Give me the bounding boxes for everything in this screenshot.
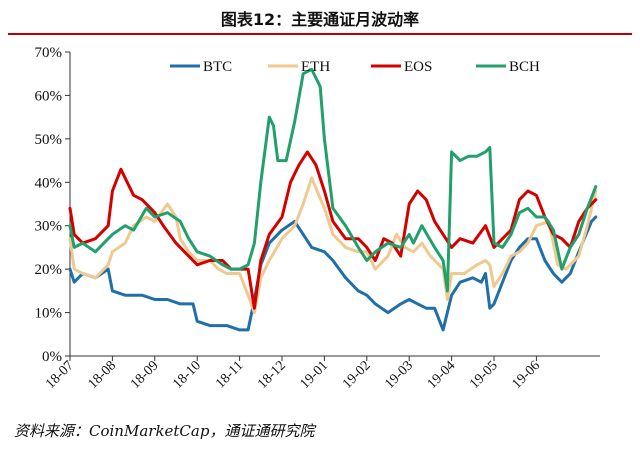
chart-series-lines bbox=[68, 67, 598, 332]
x-tick-label: 19-01 bbox=[298, 358, 332, 392]
series-line-eth bbox=[68, 176, 598, 315]
y-tick-label: 10% bbox=[35, 306, 63, 322]
chart-legend: BTC ETH EOS BCH bbox=[170, 59, 540, 75]
chart-title: 图表12：主要通证月波动率 bbox=[220, 10, 420, 29]
legend-label-eth: ETH bbox=[301, 59, 330, 75]
y-tick-label: 20% bbox=[35, 262, 63, 278]
x-tick-label: 18-12 bbox=[255, 358, 289, 392]
x-tick-label: 19-06 bbox=[510, 358, 544, 392]
y-tick-label: 30% bbox=[35, 219, 63, 235]
y-tick-label: 60% bbox=[35, 88, 63, 104]
legend-label-btc: BTC bbox=[203, 59, 232, 75]
series-line-eos bbox=[68, 150, 598, 310]
series-line-btc bbox=[68, 215, 598, 332]
x-tick-label: 18-10 bbox=[170, 358, 204, 392]
volatility-line-chart: 0%10%20%30%40%50%60%70%18-07 18-08 18-09 18… bbox=[35, 45, 600, 392]
y-tick-label: 50% bbox=[35, 132, 63, 148]
x-tick-label: 19-05 bbox=[467, 358, 501, 392]
x-tick-label: 18-08 bbox=[86, 358, 120, 392]
y-tick-label: 40% bbox=[35, 175, 63, 191]
y-tick-label: 0% bbox=[42, 349, 62, 365]
legend-label-eos: EOS bbox=[404, 59, 432, 75]
x-tick-label: 19-04 bbox=[425, 358, 459, 392]
x-tick-label: 18-11 bbox=[213, 358, 246, 391]
x-tick-label: 18-09 bbox=[128, 358, 162, 392]
legend-label-bch: BCH bbox=[509, 59, 540, 75]
x-tick-label: 19-03 bbox=[382, 358, 416, 392]
source-note: 资料来源：CoinMarketCap，通证通研究院 bbox=[14, 422, 315, 440]
title-divider bbox=[8, 33, 632, 35]
x-tick-label: 19-02 bbox=[340, 358, 374, 392]
series-line-bch bbox=[68, 67, 598, 293]
y-tick-label: 70% bbox=[35, 45, 63, 61]
